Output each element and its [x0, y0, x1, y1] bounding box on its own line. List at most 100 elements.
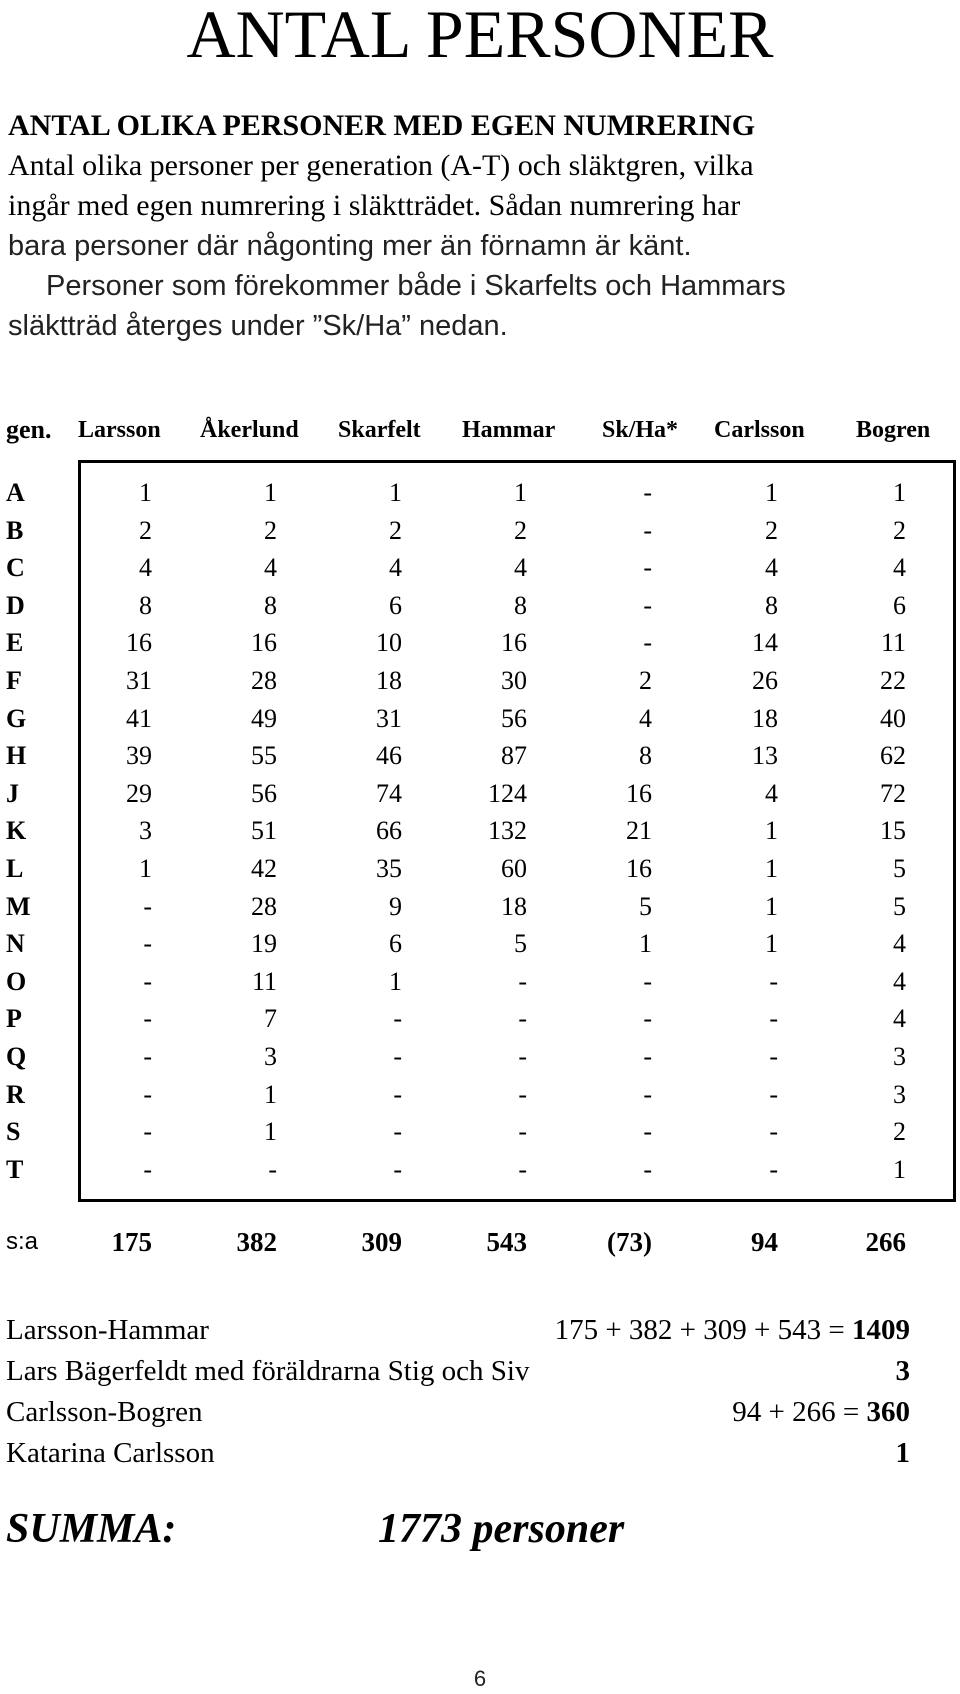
sum-value: 94	[751, 1227, 778, 1257]
column-header: Bogren	[856, 417, 931, 443]
summa-label: SUMMA:	[6, 1506, 177, 1552]
table-cell: -	[643, 1004, 652, 1034]
table-row: H 39 55 46 87 8 13 62	[0, 737, 960, 775]
generation-label: C	[6, 553, 25, 583]
table-cell: 2	[264, 515, 277, 545]
table-cell: 39	[126, 741, 152, 771]
table-cell: 5	[893, 854, 906, 883]
table-cell: -	[518, 1117, 527, 1147]
summa-value: 1773 personer	[378, 1506, 625, 1552]
total-value: 3	[896, 1351, 911, 1391]
table-cell: 11	[880, 628, 906, 658]
table-cell: 2	[893, 1117, 906, 1147]
intro-line: bara personer där någonting mer än förna…	[8, 230, 692, 262]
table-cell: 28	[251, 891, 277, 921]
generation-label: F	[6, 666, 22, 695]
table-cell: 1	[264, 478, 277, 507]
column-header: Åkerlund	[200, 417, 299, 443]
table-cell: 16	[626, 854, 652, 883]
column-header: Skarfelt	[338, 417, 421, 443]
table-cell: 1	[264, 1117, 277, 1147]
table-row: G 41 49 31 56 4 18 40	[0, 700, 960, 738]
table-cell: -	[393, 1004, 402, 1034]
generation-label: Q	[6, 1042, 27, 1071]
total-value: 175 + 382 + 309 + 543 = 1409	[555, 1310, 910, 1350]
table-cell: -	[643, 628, 652, 658]
table-cell: 8	[639, 741, 652, 771]
table-cell: 4	[639, 703, 652, 733]
table-row: O -11 1- - -4	[0, 963, 960, 1001]
table-cell: 132	[488, 816, 527, 846]
table-row: A 1 1 1 1 - 1 1	[0, 474, 960, 512]
table-cell: 8	[765, 590, 778, 620]
table-cell: 19	[251, 929, 277, 959]
generation-label: T	[6, 1154, 24, 1184]
intro-line: Antal olika personer per generation (A-T…	[8, 149, 754, 182]
table-cell: 3	[893, 1042, 906, 1071]
table-cell: 1	[765, 478, 778, 507]
table-cell: 1	[389, 966, 402, 996]
intro-heading: ANTAL OLIKA PERSONER MED EGEN NUMRERING	[8, 109, 756, 142]
total-result: 1	[895, 1437, 911, 1469]
table-cell: 42	[251, 854, 277, 883]
generation-label: H	[6, 741, 27, 771]
table-cell: 5	[893, 891, 906, 921]
table-cell: 5	[514, 929, 527, 959]
total-label: Lars Bägerfeldt med föräldrarna Stig och…	[6, 1355, 530, 1387]
table-cell: 62	[880, 741, 906, 771]
table-cell: -	[769, 1042, 778, 1071]
intro-line: släktträd återges under ”Sk/Ha” nedan.	[8, 310, 508, 342]
table-cell: 1	[139, 854, 152, 883]
sum-row: s:a 175 382 309 543 (73) 94 266	[0, 1222, 960, 1262]
sum-value: (73)	[607, 1227, 652, 1257]
generation-label: S	[6, 1117, 21, 1147]
table-cell: 3	[893, 1079, 906, 1109]
table-cell: 3	[139, 816, 152, 846]
total-label: Carlsson-Bogren	[6, 1396, 203, 1428]
total-label: Larsson-Hammar	[6, 1314, 209, 1346]
intro-line: Personer som förekommer både i Skarfelts…	[46, 270, 786, 302]
table-cell: 18	[376, 666, 402, 695]
table-row: C 4 4 4 4 - 4 4	[0, 549, 960, 587]
generation-label: G	[6, 703, 27, 733]
column-header: Sk/Ha*	[602, 417, 679, 443]
table-cell: -	[143, 1042, 152, 1071]
column-header: Hammar	[462, 417, 556, 443]
page-number: 6	[473, 1666, 487, 1691]
table-cell: 4	[514, 553, 527, 583]
table-cell: 2	[893, 515, 906, 545]
sum-value: 382	[236, 1227, 278, 1257]
table-cell: -	[643, 515, 652, 545]
table-cell: 29	[126, 778, 152, 808]
total-value: 1	[896, 1433, 911, 1473]
table-cell: 16	[251, 628, 277, 658]
table-cell: 21	[626, 816, 652, 846]
table-cell: 4	[389, 553, 402, 583]
table-cell: 7	[264, 1004, 277, 1034]
table-cell: -	[393, 1042, 402, 1071]
table-cell: 4	[765, 553, 778, 583]
total-expression: 94 + 266 =	[732, 1396, 867, 1428]
table-cell: 2	[765, 515, 778, 545]
generation-label: P	[6, 1004, 22, 1034]
page-title: ANTAL PERSONER	[186, 0, 774, 72]
table-row: J 29 56 74 124 16 4 72	[0, 775, 960, 813]
generation-label: B	[6, 515, 24, 545]
table-cell: -	[643, 553, 652, 583]
table-cell: -	[143, 1154, 152, 1184]
table-cell: 18	[501, 891, 527, 921]
table-row: M - 28 9 18 5 1 5	[0, 888, 960, 926]
table-cell: 4	[893, 553, 906, 583]
sum-value: 543	[486, 1227, 528, 1257]
table-cell: 4	[893, 1004, 906, 1034]
table-cell: -	[769, 1117, 778, 1147]
intro-line: ingår med egen numrering i släktträdet. …	[8, 189, 741, 222]
total-result: 1409	[852, 1314, 910, 1346]
table-cell: 4	[264, 553, 277, 583]
table-row: E 16 16 10 16 - 14 11	[0, 624, 960, 662]
table-cell: 14	[752, 628, 778, 658]
total-result: 360	[866, 1396, 911, 1428]
table-cell: 66	[376, 816, 402, 846]
table-cell: 56	[501, 703, 527, 733]
table-cell: 5	[639, 891, 652, 921]
